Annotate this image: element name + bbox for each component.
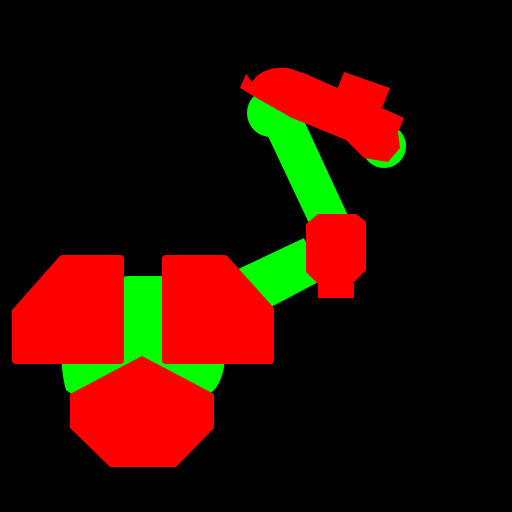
right-shoulder-block [162,255,274,364]
body-layer [12,67,404,467]
left-shoulder-block [12,255,124,364]
gripper-top-plate [336,72,390,108]
forearm-link [266,112,350,238]
elbow-housing [306,214,366,298]
gripper-body [240,67,404,162]
base-octagon [70,356,214,467]
